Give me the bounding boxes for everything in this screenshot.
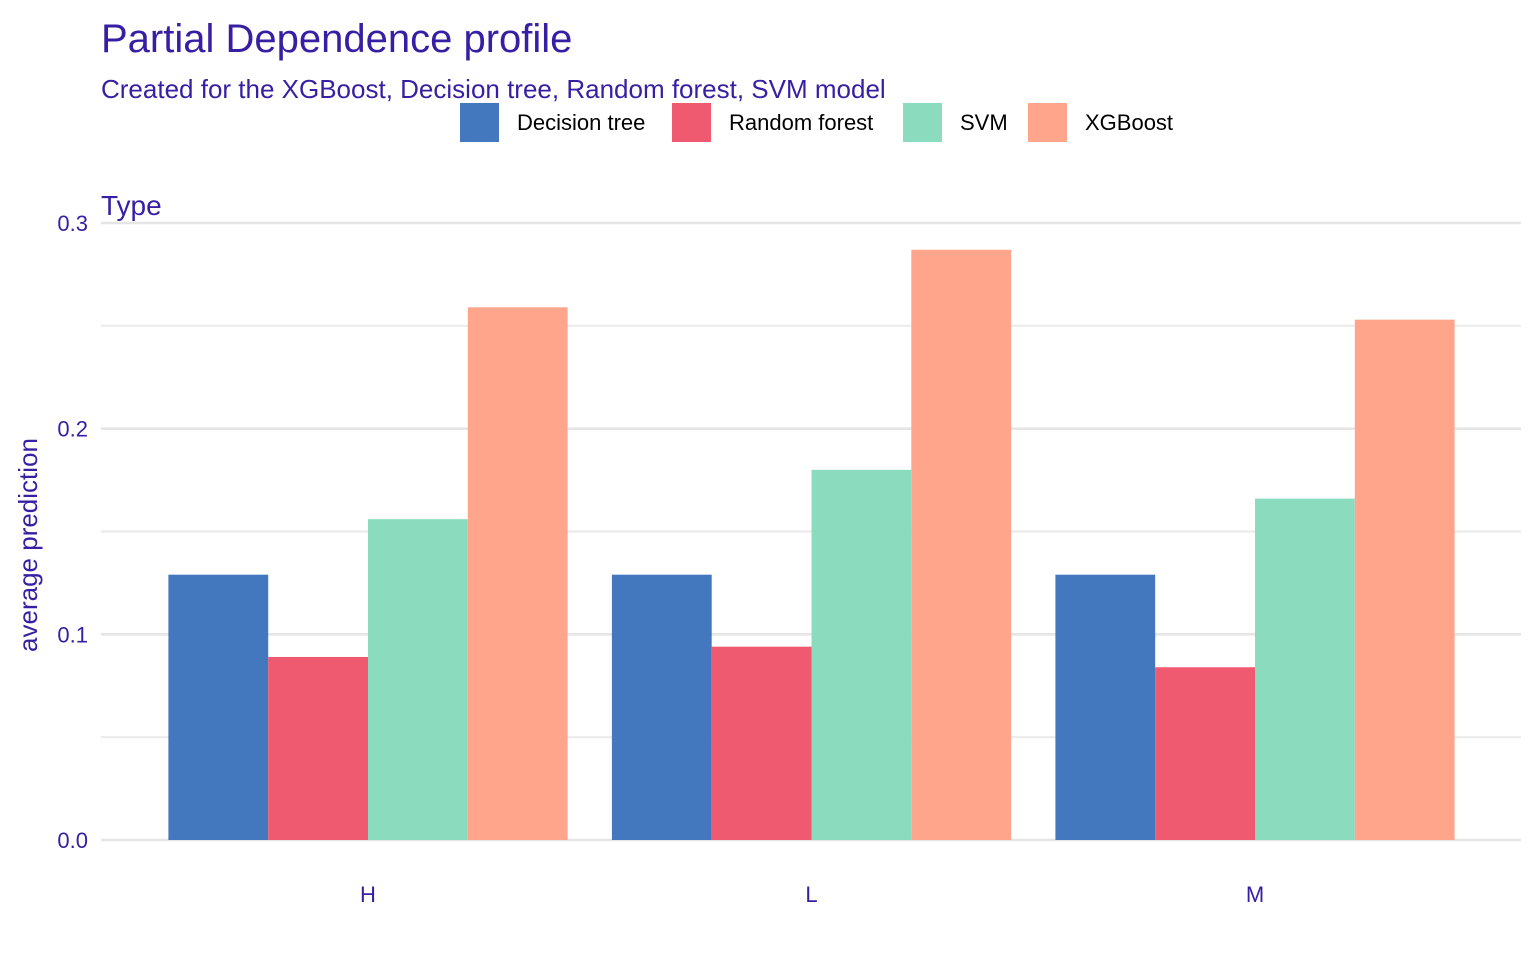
legend-swatch [460, 103, 499, 142]
bar-H-1 [268, 656, 368, 840]
bar-L-0 [611, 574, 712, 840]
bars [168, 249, 1455, 840]
chart-subtitle: Created for the XGBoost, Decision tree, … [101, 74, 886, 104]
y-tick-label: 0.0 [57, 828, 88, 853]
bar-L-2 [811, 469, 912, 840]
legend-label: SVM [960, 110, 1008, 135]
bar-H-3 [467, 307, 568, 840]
x-tick-label: M [1246, 882, 1264, 907]
bar-L-3 [911, 249, 1012, 840]
y-tick-label: 0.1 [57, 622, 88, 647]
x-tick-label: L [805, 882, 817, 907]
legend-swatch [903, 103, 942, 142]
legend-swatch [1028, 103, 1067, 142]
bar-L-1 [711, 646, 812, 840]
x-tick-label: H [360, 882, 376, 907]
bar-M-2 [1255, 498, 1355, 840]
bar-H-0 [168, 574, 269, 840]
y-tick-label: 0.2 [57, 417, 88, 442]
y-tick-label: 0.3 [57, 211, 88, 236]
legend-label: Decision tree [517, 110, 645, 135]
chart-title: Partial Dependence profile [101, 17, 572, 61]
bar-M-1 [1155, 667, 1255, 840]
bar-M-0 [1055, 574, 1156, 840]
legend-label: XGBoost [1085, 110, 1173, 135]
legend: Decision tree Random forest SVM XGBoost [460, 103, 1173, 142]
bar-M-3 [1354, 319, 1455, 840]
bar-H-2 [368, 519, 468, 840]
legend-label: Random forest [729, 110, 873, 135]
y-axis-label: average prediction [13, 438, 43, 652]
legend-swatch [672, 103, 711, 142]
facet-label: Type [101, 190, 162, 221]
y-axis-ticks: 0.0 0.1 0.2 0.3 [57, 211, 88, 853]
